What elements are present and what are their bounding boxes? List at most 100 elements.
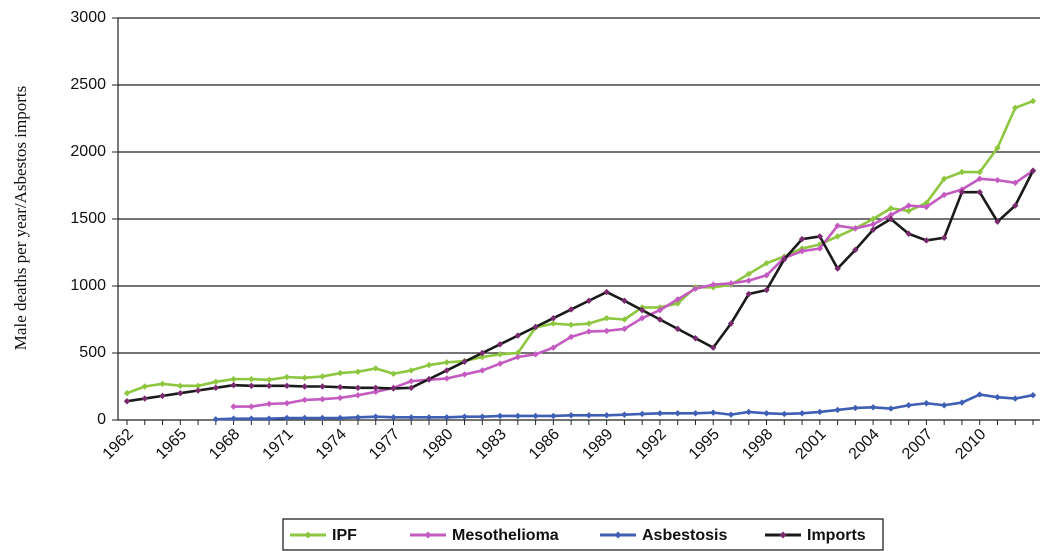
point-marker: [550, 344, 557, 351]
point-marker: [745, 408, 752, 416]
point-marker: [976, 391, 983, 398]
point-marker: [372, 384, 379, 392]
point-marker: [905, 207, 912, 215]
point-marker: [603, 412, 610, 419]
point-marker: [390, 370, 397, 377]
legend-label: Mesothelioma: [452, 527, 559, 544]
point-marker: [496, 351, 504, 358]
point-marker: [994, 144, 1001, 152]
y-tick-label: 2000: [70, 143, 106, 160]
point-marker: [425, 414, 433, 421]
point-marker: [905, 230, 912, 237]
point-marker: [194, 382, 202, 390]
point-marker: [496, 412, 504, 420]
x-tick-label: 1986: [526, 426, 563, 463]
point-marker: [798, 247, 806, 255]
point-marker: [425, 375, 433, 383]
point-marker: [319, 383, 326, 390]
point-marker: [1012, 202, 1019, 209]
point-marker: [248, 382, 255, 390]
point-marker: [372, 388, 379, 396]
point-marker: [638, 314, 646, 322]
point-marker: [177, 390, 184, 397]
point-marker: [887, 215, 895, 223]
point-marker: [1029, 392, 1037, 399]
point-marker: [301, 374, 308, 381]
point-marker: [674, 296, 681, 303]
point-marker: [567, 306, 575, 313]
point-marker: [177, 382, 184, 390]
point-marker: [212, 416, 220, 423]
point-marker: [336, 414, 344, 422]
point-marker: [425, 361, 433, 369]
point-marker: [994, 218, 1001, 225]
point-marker: [763, 286, 770, 294]
x-tick-label: 1983: [473, 426, 510, 463]
point-marker: [887, 205, 895, 212]
point-marker: [212, 378, 220, 386]
point-marker: [834, 265, 841, 272]
point-marker: [869, 221, 877, 228]
point-marker: [958, 399, 966, 406]
point-marker: [940, 175, 948, 182]
point-marker: [621, 297, 628, 304]
x-tick-label: 2004: [846, 426, 883, 463]
point-marker: [532, 351, 539, 358]
point-marker: [727, 280, 735, 287]
point-marker: [656, 306, 664, 314]
point-marker: [745, 277, 752, 284]
point-marker: [550, 314, 557, 322]
x-tick-label: 1974: [313, 426, 350, 463]
x-tick-label: 1995: [686, 426, 723, 463]
point-marker: [283, 382, 291, 390]
point-marker: [940, 191, 948, 199]
legend-marker: [304, 531, 312, 539]
point-marker: [479, 349, 486, 357]
point-marker: [1012, 179, 1019, 187]
point-marker: [621, 411, 628, 418]
point-marker: [123, 390, 131, 397]
point-marker: [692, 285, 699, 292]
point-marker: [727, 411, 735, 418]
point-marker: [194, 387, 202, 394]
point-marker: [319, 414, 326, 422]
point-marker: [372, 413, 379, 420]
point-marker: [336, 369, 344, 377]
point-marker: [976, 175, 983, 182]
point-marker: [301, 414, 308, 422]
point-marker: [923, 400, 930, 407]
x-tick-label: 2010: [952, 426, 989, 463]
point-marker: [283, 373, 291, 381]
point-marker: [319, 396, 326, 403]
point-marker: [461, 413, 468, 420]
point-marker: [781, 410, 788, 418]
point-marker: [976, 189, 983, 196]
y-tick-label: 2500: [70, 76, 106, 93]
point-marker: [923, 237, 930, 244]
point-marker: [301, 383, 308, 390]
point-marker: [248, 415, 255, 422]
point-marker: [656, 316, 664, 323]
point-marker: [781, 256, 788, 263]
point-marker: [958, 189, 966, 196]
point-marker: [976, 168, 983, 176]
point-marker: [354, 414, 362, 421]
point-marker: [710, 281, 717, 288]
x-tick-label: 1968: [206, 426, 243, 463]
point-marker: [230, 375, 237, 383]
point-marker: [692, 335, 699, 342]
point-marker: [1012, 395, 1019, 402]
point-marker: [336, 383, 344, 391]
x-tick-label: 1971: [260, 426, 297, 463]
point-marker: [585, 328, 593, 335]
point-marker: [638, 306, 646, 314]
legend-marker: [424, 531, 432, 539]
point-marker: [283, 414, 291, 422]
point-marker: [319, 373, 326, 380]
point-marker: [123, 398, 131, 405]
point-marker: [763, 260, 770, 267]
point-marker: [479, 353, 486, 361]
point-marker: [230, 403, 237, 410]
point-marker: [745, 270, 752, 278]
point-marker: [674, 300, 681, 307]
